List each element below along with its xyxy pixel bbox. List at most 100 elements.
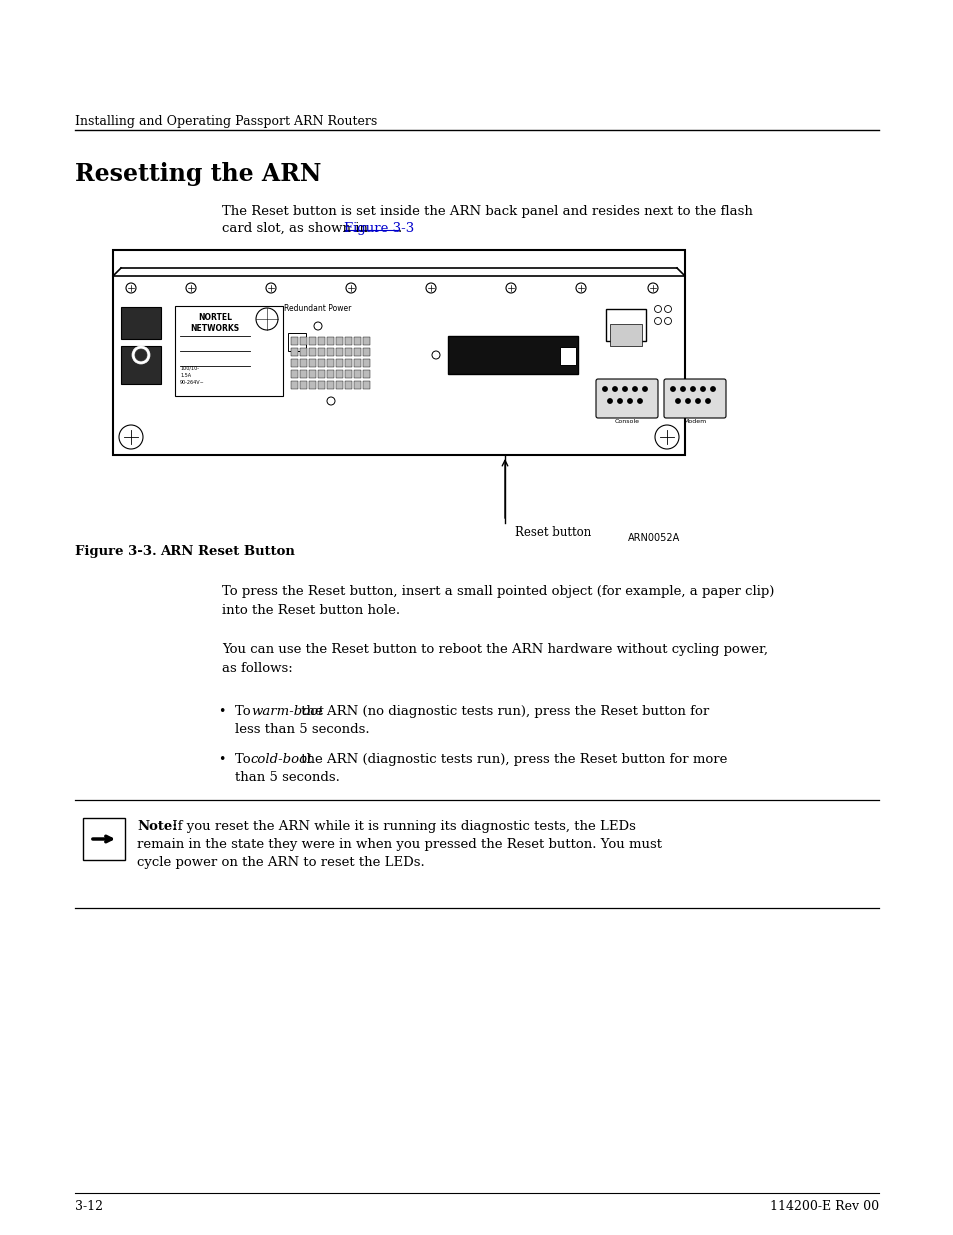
Text: Installing and Operating Passport ARN Routers: Installing and Operating Passport ARN Ro… xyxy=(75,115,376,128)
Text: 90-264V~: 90-264V~ xyxy=(180,380,205,385)
Text: Figure 3-3.: Figure 3-3. xyxy=(75,545,156,558)
Bar xyxy=(327,359,334,367)
Text: Resetting the ARN: Resetting the ARN xyxy=(75,162,321,186)
Bar xyxy=(345,348,352,356)
Text: ARN Reset Button: ARN Reset Button xyxy=(160,545,294,558)
Text: ARN0052A: ARN0052A xyxy=(627,534,679,543)
Text: If you reset the ARN while it is running its diagnostic tests, the LEDs: If you reset the ARN while it is running… xyxy=(169,820,636,832)
Text: 3-12: 3-12 xyxy=(75,1200,103,1213)
Bar xyxy=(335,370,343,378)
Circle shape xyxy=(680,387,684,391)
Text: NORTEL: NORTEL xyxy=(198,312,232,322)
Text: .: . xyxy=(397,222,401,235)
Circle shape xyxy=(576,283,585,293)
Bar xyxy=(299,382,307,389)
Bar xyxy=(354,382,360,389)
Circle shape xyxy=(638,399,641,403)
Bar xyxy=(345,359,352,367)
Circle shape xyxy=(627,399,632,403)
Circle shape xyxy=(670,387,675,391)
Circle shape xyxy=(126,283,136,293)
Bar xyxy=(317,348,325,356)
Text: Redundant Power: Redundant Power xyxy=(284,304,352,312)
Bar xyxy=(309,370,315,378)
Bar xyxy=(291,382,297,389)
Bar xyxy=(309,382,315,389)
Bar xyxy=(363,382,370,389)
Circle shape xyxy=(314,322,322,330)
Circle shape xyxy=(710,387,715,391)
Bar xyxy=(291,370,297,378)
Bar xyxy=(363,348,370,356)
Text: The Reset button is set inside the ARN back panel and resides next to the flash: The Reset button is set inside the ARN b… xyxy=(222,205,752,219)
Bar xyxy=(327,337,334,345)
Text: •: • xyxy=(218,753,225,766)
Text: remain in the state they were in when you pressed the Reset button. You must: remain in the state they were in when yo… xyxy=(137,839,661,851)
Circle shape xyxy=(654,305,660,312)
Bar xyxy=(288,333,306,351)
Bar xyxy=(448,336,578,374)
Circle shape xyxy=(664,305,671,312)
FancyBboxPatch shape xyxy=(663,379,725,417)
Bar xyxy=(327,370,334,378)
Circle shape xyxy=(675,399,679,403)
Bar xyxy=(335,359,343,367)
Circle shape xyxy=(612,387,617,391)
Circle shape xyxy=(618,399,621,403)
Circle shape xyxy=(426,283,436,293)
Bar xyxy=(309,348,315,356)
Circle shape xyxy=(186,283,195,293)
Text: To press the Reset button, insert a small pointed object (for example, a paper c: To press the Reset button, insert a smal… xyxy=(222,585,774,618)
Bar xyxy=(327,348,334,356)
Circle shape xyxy=(642,387,646,391)
Text: the ARN (diagnostic tests run), press the Reset button for more: the ARN (diagnostic tests run), press th… xyxy=(296,753,726,766)
Circle shape xyxy=(255,308,277,330)
Bar xyxy=(317,359,325,367)
Bar xyxy=(317,370,325,378)
Bar xyxy=(345,337,352,345)
Text: cycle power on the ARN to reset the LEDs.: cycle power on the ARN to reset the LEDs… xyxy=(137,856,424,869)
Text: To: To xyxy=(234,753,254,766)
Bar xyxy=(83,818,125,860)
Circle shape xyxy=(132,346,150,364)
Bar xyxy=(354,359,360,367)
Circle shape xyxy=(135,350,147,361)
FancyBboxPatch shape xyxy=(596,379,658,417)
Text: Modem: Modem xyxy=(682,419,706,424)
Text: less than 5 seconds.: less than 5 seconds. xyxy=(234,722,369,736)
Bar xyxy=(299,337,307,345)
Text: than 5 seconds.: than 5 seconds. xyxy=(234,771,339,784)
Text: •: • xyxy=(218,705,225,718)
Circle shape xyxy=(690,387,695,391)
Bar xyxy=(309,337,315,345)
Circle shape xyxy=(655,425,679,450)
Text: ⏻: ⏻ xyxy=(136,395,146,410)
Circle shape xyxy=(505,283,516,293)
Text: cold-boot: cold-boot xyxy=(251,753,314,766)
Bar xyxy=(354,348,360,356)
Bar xyxy=(345,382,352,389)
Text: NETWORKS: NETWORKS xyxy=(191,324,239,333)
Bar xyxy=(345,370,352,378)
Text: Note:: Note: xyxy=(137,820,177,832)
Polygon shape xyxy=(112,268,684,275)
Bar xyxy=(335,382,343,389)
Bar xyxy=(309,359,315,367)
Text: To: To xyxy=(234,705,254,718)
Circle shape xyxy=(432,351,439,359)
Circle shape xyxy=(654,317,660,325)
Bar xyxy=(299,359,307,367)
Circle shape xyxy=(685,399,689,403)
Text: You can use the Reset button to reboot the ARN hardware without cycling power,
a: You can use the Reset button to reboot t… xyxy=(222,643,767,676)
Bar xyxy=(121,308,161,338)
Bar xyxy=(291,348,297,356)
Circle shape xyxy=(266,283,275,293)
Bar xyxy=(335,348,343,356)
Bar xyxy=(559,347,576,366)
Text: 114200-E Rev 00: 114200-E Rev 00 xyxy=(769,1200,878,1213)
Text: 100/10-: 100/10- xyxy=(180,366,199,370)
Circle shape xyxy=(700,387,704,391)
Circle shape xyxy=(327,396,335,405)
Bar xyxy=(609,324,641,346)
Circle shape xyxy=(647,283,658,293)
